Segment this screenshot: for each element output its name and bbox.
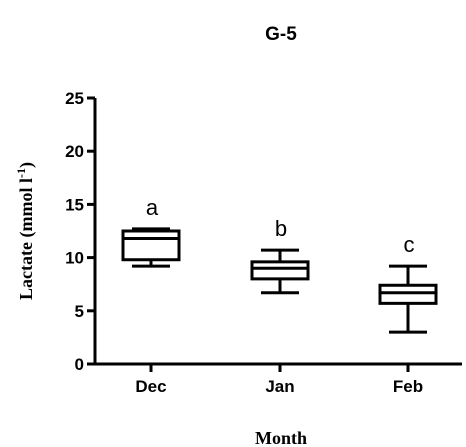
iqr-box <box>378 283 438 305</box>
y-ticks: 0 5 10 15 20 25 <box>65 89 95 374</box>
x-tick-label-jan: Jan <box>265 377 294 396</box>
box-dec: a <box>121 195 181 268</box>
axes <box>93 98 462 366</box>
x-tick-label-dec: Dec <box>135 377 166 396</box>
annotation-label: b <box>275 216 287 241</box>
y-axis-label: Lactate (mmol l-1) <box>14 162 37 300</box>
y-tick-label: 5 <box>75 302 84 321</box>
y-axis-label-close: ) <box>16 162 37 168</box>
iqr-box <box>121 229 181 262</box>
y-tick-label: 25 <box>65 89 84 108</box>
box-jan: b <box>250 216 310 295</box>
boxes: a b c <box>121 195 438 334</box>
y-tick-label: 15 <box>65 195 84 214</box>
iqr-box <box>250 260 310 281</box>
y-tick-label: 0 <box>75 355 84 374</box>
annotation-label: c <box>404 232 415 257</box>
y-axis-label-sup: -1 <box>14 168 28 178</box>
x-axis-label: Month <box>255 428 307 447</box>
chart-title: G-5 <box>265 24 297 45</box>
box-feb: c <box>378 232 438 334</box>
y-tick-label: 10 <box>65 249 84 268</box>
y-tick-label: 20 <box>65 142 84 161</box>
x-ticks: Dec Jan Feb <box>135 364 423 396</box>
annotation-label: a <box>146 195 159 220</box>
x-tick-label-feb: Feb <box>393 377 423 396</box>
y-axis-label-main: Lactate (mmol l <box>16 178 37 300</box>
